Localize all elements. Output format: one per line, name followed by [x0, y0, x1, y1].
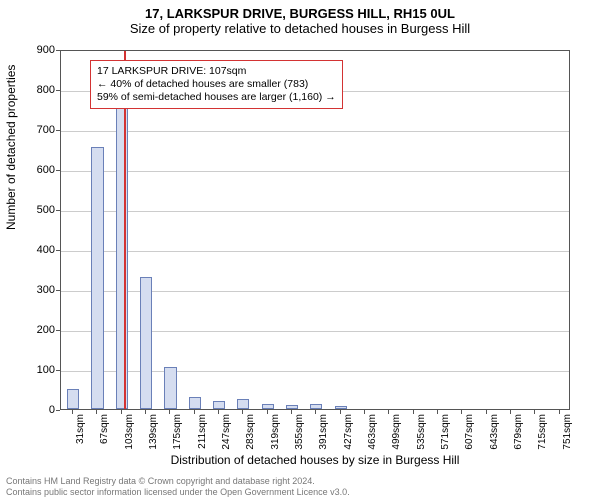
ytick-label: 0 — [15, 404, 55, 416]
xtick-mark — [364, 410, 365, 414]
xtick-mark — [291, 410, 292, 414]
histogram-bar — [335, 406, 347, 409]
xtick-label: 571sqm — [440, 414, 451, 464]
ytick-label: 900 — [15, 44, 55, 56]
histogram-bar — [262, 404, 274, 409]
xtick-label: 103sqm — [124, 414, 135, 464]
xtick-mark — [121, 410, 122, 414]
ytick-label: 600 — [15, 164, 55, 176]
xtick-label: 751sqm — [562, 414, 573, 464]
xtick-mark — [145, 410, 146, 414]
histogram-bar — [189, 397, 201, 409]
xtick-label: 463sqm — [367, 414, 378, 464]
gridline — [61, 291, 569, 292]
xtick-label: 67sqm — [99, 414, 110, 464]
xtick-mark — [242, 410, 243, 414]
histogram-bar — [91, 147, 103, 409]
xtick-mark — [388, 410, 389, 414]
xtick-label: 211sqm — [197, 414, 208, 464]
xtick-mark — [267, 410, 268, 414]
annotation-line3: 59% of semi-detached houses are larger (… — [97, 91, 336, 104]
gridline — [61, 211, 569, 212]
gridline — [61, 251, 569, 252]
ytick-mark — [56, 170, 60, 171]
ytick-label: 700 — [15, 124, 55, 136]
chart-title-block: 17, LARKSPUR DRIVE, BURGESS HILL, RH15 0… — [0, 0, 600, 36]
xtick-label: 139sqm — [148, 414, 159, 464]
xtick-label: 499sqm — [391, 414, 402, 464]
ytick-mark — [56, 50, 60, 51]
xtick-label: 535sqm — [416, 414, 427, 464]
xtick-mark — [194, 410, 195, 414]
xtick-label: 679sqm — [513, 414, 524, 464]
footer-attribution: Contains HM Land Registry data © Crown c… — [6, 476, 350, 498]
footer-line2: Contains public sector information licen… — [6, 487, 350, 498]
annotation-box: 17 LARKSPUR DRIVE: 107sqm ← 40% of detac… — [90, 60, 343, 109]
gridline — [61, 371, 569, 372]
xtick-mark — [437, 410, 438, 414]
xtick-mark — [96, 410, 97, 414]
annotation-line2: ← 40% of detached houses are smaller (78… — [97, 78, 336, 91]
xtick-mark — [559, 410, 560, 414]
footer-line1: Contains HM Land Registry data © Crown c… — [6, 476, 350, 487]
gridline — [61, 331, 569, 332]
histogram-bar — [213, 401, 225, 409]
ytick-label: 400 — [15, 244, 55, 256]
xtick-label: 391sqm — [318, 414, 329, 464]
ytick-label: 200 — [15, 324, 55, 336]
xtick-mark — [486, 410, 487, 414]
ytick-mark — [56, 250, 60, 251]
ytick-label: 800 — [15, 84, 55, 96]
histogram-bar — [310, 404, 322, 409]
xtick-label: 607sqm — [464, 414, 475, 464]
xtick-mark — [534, 410, 535, 414]
xtick-mark — [340, 410, 341, 414]
xtick-label: 643sqm — [489, 414, 500, 464]
histogram-bar — [286, 405, 298, 409]
chart-title-line2: Size of property relative to detached ho… — [0, 21, 600, 36]
histogram-bar — [140, 277, 152, 409]
gridline — [61, 171, 569, 172]
chart-title-line1: 17, LARKSPUR DRIVE, BURGESS HILL, RH15 0… — [0, 6, 600, 21]
xtick-mark — [169, 410, 170, 414]
ytick-mark — [56, 370, 60, 371]
xtick-mark — [461, 410, 462, 414]
xtick-label: 355sqm — [294, 414, 305, 464]
xtick-mark — [510, 410, 511, 414]
ytick-mark — [56, 90, 60, 91]
ytick-label: 100 — [15, 364, 55, 376]
ytick-mark — [56, 210, 60, 211]
xtick-label: 319sqm — [270, 414, 281, 464]
xtick-mark — [218, 410, 219, 414]
ytick-label: 500 — [15, 204, 55, 216]
xtick-mark — [413, 410, 414, 414]
ytick-label: 300 — [15, 284, 55, 296]
annotation-line1: 17 LARKSPUR DRIVE: 107sqm — [97, 65, 336, 78]
xtick-label: 247sqm — [221, 414, 232, 464]
histogram-bar — [67, 389, 79, 409]
xtick-mark — [315, 410, 316, 414]
xtick-label: 175sqm — [172, 414, 183, 464]
xtick-label: 427sqm — [343, 414, 354, 464]
xtick-label: 283sqm — [245, 414, 256, 464]
gridline — [61, 131, 569, 132]
histogram-bar — [237, 399, 249, 409]
ytick-mark — [56, 130, 60, 131]
xtick-label: 715sqm — [537, 414, 548, 464]
xtick-label: 31sqm — [75, 414, 86, 464]
ytick-mark — [56, 330, 60, 331]
ytick-mark — [56, 410, 60, 411]
ytick-mark — [56, 290, 60, 291]
xtick-mark — [72, 410, 73, 414]
histogram-bar — [164, 367, 176, 409]
